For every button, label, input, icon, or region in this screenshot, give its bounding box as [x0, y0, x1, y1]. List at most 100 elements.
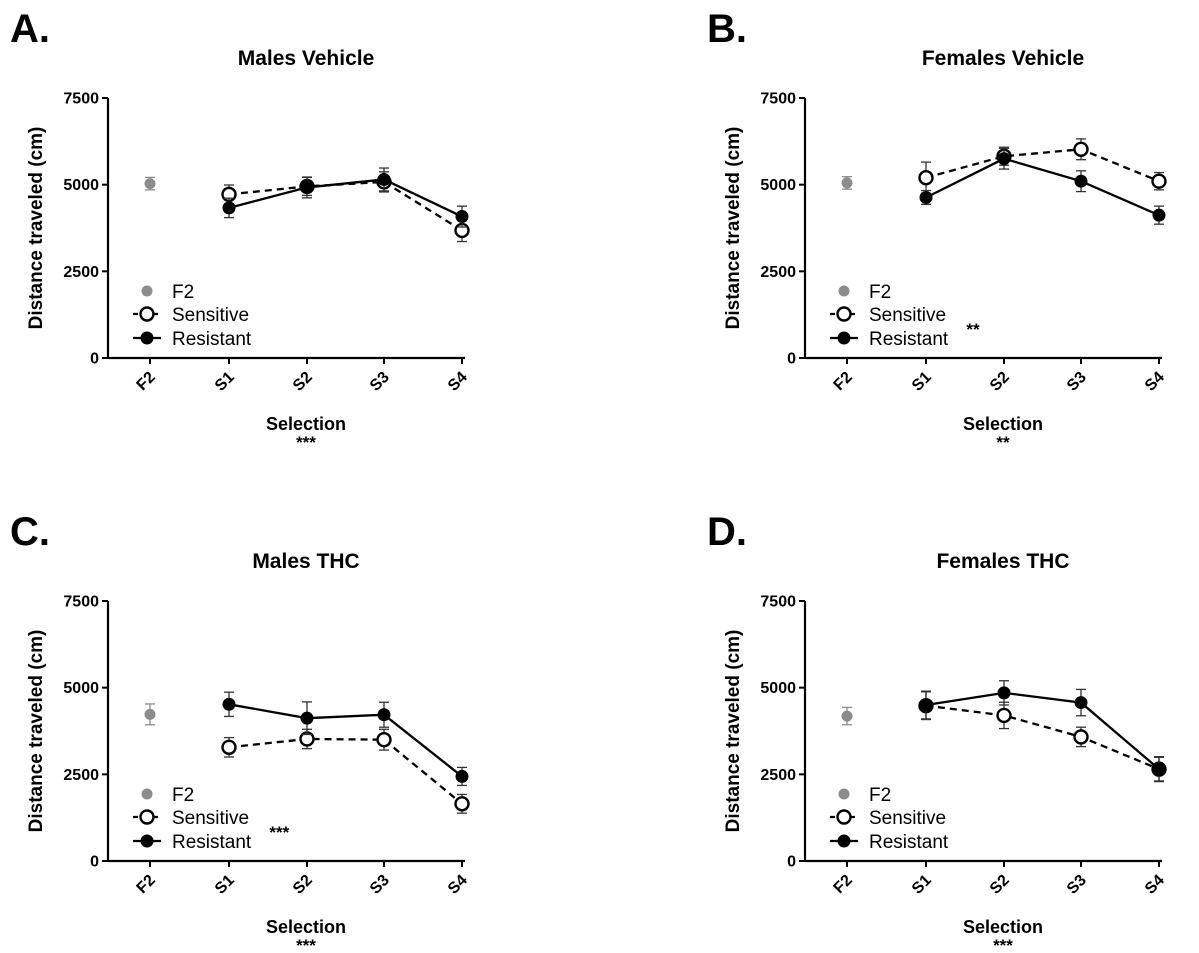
x-tick-label: F2 [831, 872, 856, 897]
chart-title: Females Vehicle [922, 47, 1084, 70]
x-tick-label: S4 [1142, 872, 1168, 898]
series-resistant [222, 167, 469, 228]
y-axis-label: Distance traveled (cm) [26, 630, 47, 833]
x-tick-label: S2 [987, 872, 1013, 898]
data-point [144, 178, 156, 190]
legend-label: F2 [869, 282, 891, 303]
legend-marker-f2 [141, 285, 153, 297]
legend-label: Sensitive [869, 305, 946, 326]
series-line [228, 178, 463, 218]
legend-marker-f2 [838, 285, 850, 297]
chart-panel-3: C. Males THC 0 2500 5000 7500 F2 S1 S2 S3 S4 Select… [10, 510, 471, 953]
legend-marker-sensitive [139, 306, 155, 322]
data-point [300, 711, 314, 725]
y-axis-label: Distance traveled (cm) [723, 630, 744, 833]
series-sensitive [918, 691, 1167, 782]
x-tick-label: S1 [212, 872, 238, 898]
data-point [919, 190, 933, 204]
data-point [222, 697, 236, 711]
chart-panel-2: B. Females Vehicle 0 2500 5000 7500 F2 S1 S2 S3 S4… [707, 7, 1168, 452]
x-tick-label: S3 [1064, 369, 1090, 395]
legend-marker-sensitive [139, 809, 155, 825]
legend-marker-f2 [838, 788, 850, 800]
x-axis-significance: *** [296, 433, 316, 452]
legend-label: Resistant [869, 832, 949, 853]
series-sensitive [918, 138, 1167, 194]
legend-marker-resistant [837, 834, 851, 848]
x-tick-label: F2 [831, 369, 856, 394]
data-point [144, 708, 156, 720]
y-tick-label: 2500 [63, 264, 99, 281]
panel-letter: B. [707, 7, 747, 51]
y-tick-label: 5000 [760, 177, 796, 194]
series-line [925, 691, 1160, 771]
x-tick-label: S4 [445, 369, 471, 395]
data-point [919, 698, 933, 712]
y-axis-label: Distance traveled (cm) [26, 127, 47, 330]
legend-marker-sensitive [836, 809, 852, 825]
data-point [1151, 173, 1167, 189]
data-point [997, 152, 1011, 166]
legend-label: Resistant [869, 329, 949, 350]
series-f2 [841, 706, 853, 726]
x-axis-label: Selection [266, 917, 346, 937]
x-tick-label: S1 [909, 369, 935, 395]
legend-label: Resistant [172, 329, 252, 350]
x-tick-label: S3 [367, 369, 393, 395]
y-tick-label: 0 [90, 854, 99, 871]
y-tick-label: 7500 [63, 594, 99, 611]
data-point [841, 710, 853, 722]
data-point [996, 707, 1012, 724]
y-tick-label: 5000 [760, 680, 796, 697]
data-point [918, 170, 934, 186]
x-tick-label: S4 [1142, 369, 1168, 395]
panel-letter: D. [707, 510, 747, 554]
data-point [1152, 762, 1166, 776]
y-tick-label: 5000 [63, 680, 99, 697]
x-axis-significance: ** [996, 433, 1010, 452]
legend-marker-sensitive [836, 306, 852, 322]
data-point [454, 796, 470, 812]
data-point [376, 731, 392, 748]
data-point [455, 210, 469, 224]
chart-panel-1: A. Males Vehicle 0 2500 5000 7500 F2 S1 S2 S3 S4 Se… [10, 7, 471, 452]
legend-significance: *** [269, 823, 289, 842]
x-tick-label: S3 [367, 872, 393, 898]
y-tick-label: 0 [787, 854, 796, 871]
x-axis-significance: *** [296, 936, 316, 948]
series-sensitive [221, 171, 470, 243]
legend-label: Sensitive [869, 808, 946, 829]
legend-marker-resistant [140, 834, 154, 848]
x-tick-label: S3 [1064, 872, 1090, 898]
legend-label: F2 [172, 785, 194, 806]
panel-letter: C. [10, 510, 50, 554]
series-line [925, 704, 1160, 771]
data-point [377, 708, 391, 722]
x-tick-label: F2 [134, 872, 159, 897]
series-line [228, 737, 463, 805]
y-tick-label: 7500 [760, 594, 796, 611]
series-resistant [919, 680, 1166, 783]
y-tick-label: 7500 [760, 91, 796, 108]
x-tick-label: S4 [445, 872, 471, 898]
series-f2 [144, 176, 156, 191]
series-resistant [222, 691, 469, 787]
data-point [1073, 729, 1089, 745]
legend-label: F2 [172, 282, 194, 303]
y-tick-label: 0 [787, 351, 796, 368]
y-tick-label: 2500 [760, 264, 796, 281]
legend-label: F2 [869, 785, 891, 806]
data-point [997, 686, 1011, 700]
y-tick-label: 2500 [760, 767, 796, 784]
x-axis-label: Selection [963, 414, 1043, 434]
y-tick-label: 5000 [63, 177, 99, 194]
legend-marker-resistant [837, 331, 851, 345]
x-tick-label: S2 [290, 872, 316, 898]
series-f2 [841, 176, 853, 190]
chart-panel-4: D. Females THC 0 2500 5000 7500 F2 S1 S2 S3 S4 Sele… [707, 510, 1168, 953]
series-line [925, 148, 1160, 183]
